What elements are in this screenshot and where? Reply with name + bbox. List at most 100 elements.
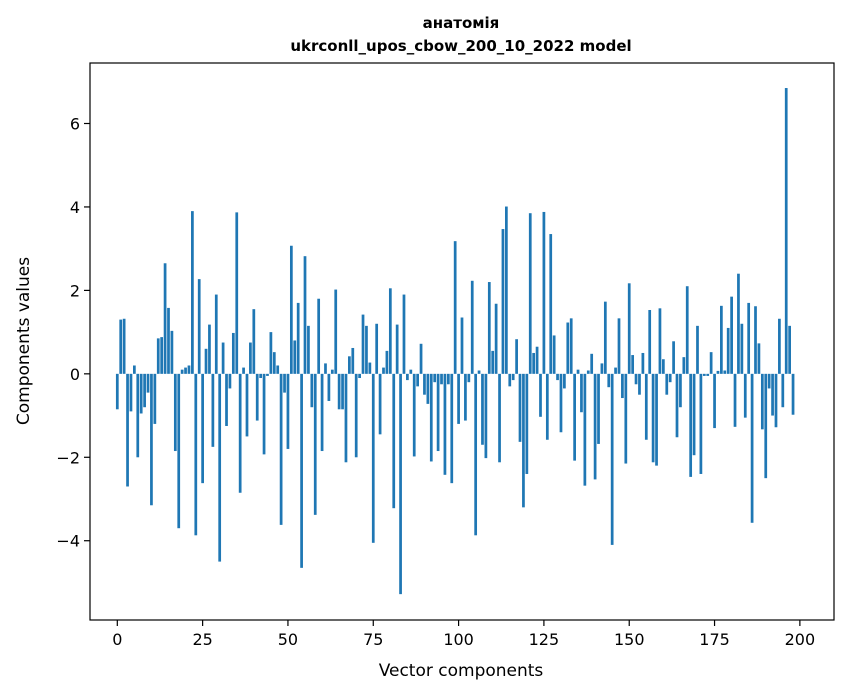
- bar-2: [122, 318, 126, 374]
- bar-77: [378, 373, 382, 435]
- bar-125: [542, 211, 546, 374]
- bar-102: [464, 373, 467, 421]
- bar-57: [310, 373, 314, 408]
- bar-103: [467, 373, 471, 383]
- bar-95: [440, 373, 443, 385]
- bar-74: [368, 362, 372, 374]
- bar-30: [218, 373, 222, 562]
- bar-21: [187, 365, 191, 374]
- bar-64: [334, 289, 338, 374]
- x-tick-label: 50: [278, 630, 298, 649]
- bar-18: [177, 373, 181, 529]
- bar-59: [317, 298, 321, 374]
- bar-55: [303, 256, 307, 374]
- bar-161: [665, 373, 669, 395]
- bar-100: [457, 373, 460, 424]
- bar-133: [569, 318, 573, 374]
- bar-75: [371, 373, 375, 543]
- bar-88: [416, 373, 419, 387]
- chart-title-line1: анатомія: [423, 14, 500, 32]
- bar-180: [730, 296, 733, 374]
- bar-127: [549, 234, 553, 374]
- bar-151: [631, 355, 635, 374]
- bar-139: [590, 353, 594, 374]
- x-tick-label: 0: [112, 630, 122, 649]
- bars-group: [115, 88, 795, 595]
- bar-6: [136, 373, 140, 458]
- bar-9: [146, 373, 150, 393]
- bar-99: [453, 241, 457, 374]
- bar-4: [129, 373, 133, 412]
- y-tick-label: 4: [70, 198, 80, 217]
- bar-92: [429, 373, 433, 462]
- x-axis-label: Vector components: [379, 661, 544, 681]
- bar-0: [115, 373, 119, 410]
- bar-123: [535, 346, 539, 374]
- bar-72: [361, 314, 365, 374]
- bar-73: [365, 325, 368, 374]
- bar-109: [487, 282, 491, 374]
- bar-183: [740, 323, 744, 374]
- bar-78: [382, 367, 385, 374]
- bar-62: [327, 373, 331, 401]
- bar-119: [522, 373, 525, 508]
- bar-150: [627, 283, 631, 374]
- bar-136: [580, 373, 583, 413]
- bar-63: [330, 369, 334, 374]
- bar-159: [658, 308, 662, 374]
- bar-160: [661, 359, 665, 374]
- bar-23: [194, 373, 198, 536]
- bar-162: [668, 373, 672, 383]
- bar-104: [470, 280, 474, 374]
- bar-3: [126, 373, 129, 487]
- bar-96: [443, 373, 447, 475]
- bar-51: [289, 245, 293, 374]
- bar-15: [167, 307, 170, 374]
- bar-187: [754, 306, 757, 374]
- bar-98: [450, 373, 454, 484]
- bar-174: [709, 352, 713, 374]
- bar-86: [409, 369, 413, 374]
- x-tick-label: 200: [785, 630, 816, 649]
- bar-145: [610, 373, 614, 545]
- bar-12: [156, 338, 160, 374]
- bar-177: [720, 305, 723, 374]
- bar-188: [757, 343, 761, 374]
- bar-87: [412, 373, 416, 457]
- bar-169: [692, 373, 696, 456]
- bar-178: [723, 370, 727, 374]
- bar-179: [726, 327, 730, 374]
- bar-134: [573, 373, 576, 461]
- bar-13: [160, 337, 164, 374]
- bar-89: [419, 343, 423, 374]
- bar-141: [597, 373, 600, 444]
- bar-126: [545, 373, 549, 440]
- bar-81: [392, 373, 396, 509]
- bar-121: [528, 213, 532, 374]
- bar-152: [634, 373, 638, 385]
- bar-138: [586, 370, 590, 374]
- bar-182: [737, 273, 740, 374]
- bar-48: [279, 373, 283, 525]
- bar-11: [153, 373, 157, 424]
- x-tick-label: 175: [699, 630, 730, 649]
- bar-27: [208, 324, 211, 374]
- bar-94: [436, 373, 440, 452]
- bar-24: [197, 279, 201, 374]
- bar-45: [269, 332, 273, 374]
- bar-156: [648, 310, 652, 374]
- bar-97: [446, 373, 450, 385]
- bar-14: [163, 263, 167, 374]
- bar-43: [262, 373, 266, 455]
- bar-44: [266, 373, 269, 376]
- y-tick-label: −2: [56, 448, 80, 467]
- bar-108: [484, 373, 488, 459]
- bar-46: [272, 352, 276, 374]
- bar-122: [532, 352, 536, 374]
- bar-1: [119, 319, 123, 374]
- bar-17: [173, 373, 177, 452]
- x-axis: 0 25 50 75 100 125 150 175 200: [112, 620, 815, 649]
- bar-189: [760, 373, 764, 430]
- bar-79: [385, 350, 389, 374]
- bar-185: [747, 302, 751, 374]
